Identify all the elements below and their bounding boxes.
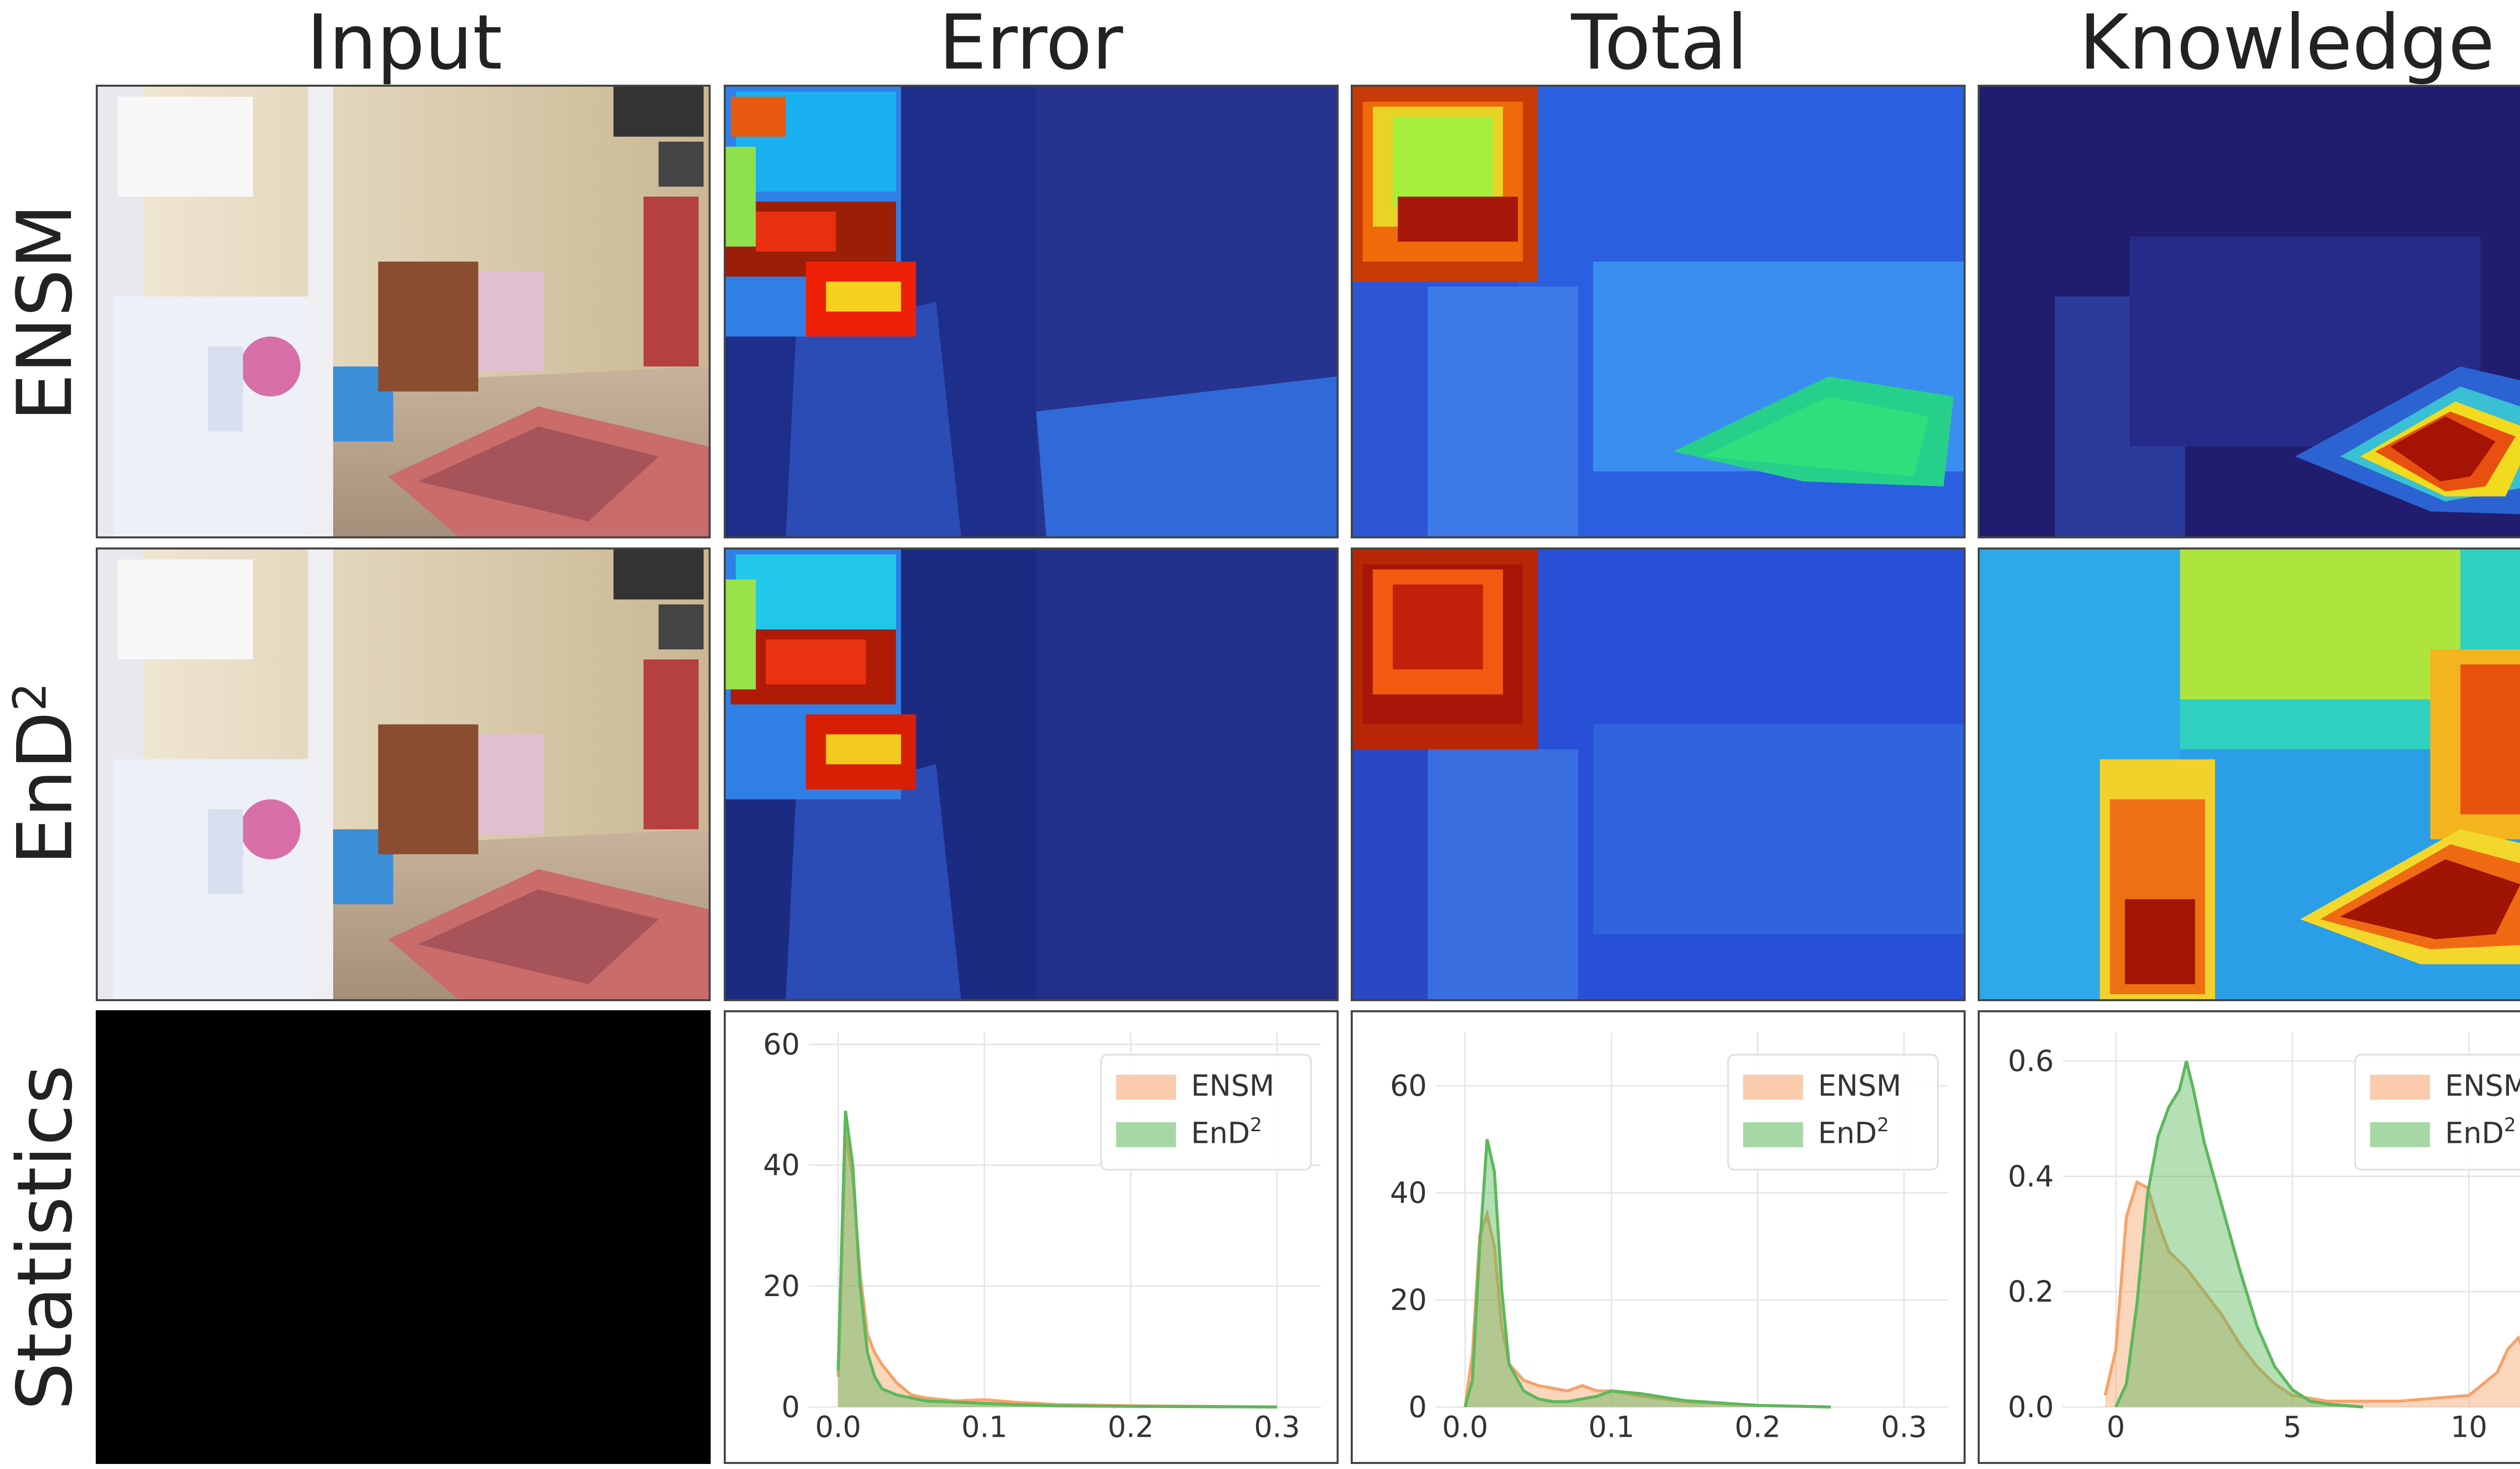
end2-input-image bbox=[96, 547, 711, 1001]
legend-superscript: 2 bbox=[1877, 1114, 1889, 1136]
x-tick-label: 5 bbox=[2283, 1410, 2302, 1444]
legend-label: ENSM bbox=[2445, 1069, 2520, 1103]
end2-error-map bbox=[724, 547, 1339, 1001]
series-line-1 bbox=[2114, 1061, 2363, 1409]
series-area-1 bbox=[1465, 1139, 1831, 1407]
x-tick-label: 0.1 bbox=[962, 1410, 1007, 1444]
row-title-end2: EnD2 bbox=[0, 547, 91, 1001]
legend-superscript: 2 bbox=[2504, 1114, 2516, 1136]
legend-swatch bbox=[1743, 1122, 1803, 1147]
series-line-1 bbox=[1464, 1139, 1831, 1409]
ensm-knowledge-map bbox=[1978, 85, 2520, 538]
y-tick-label: 0 bbox=[782, 1390, 800, 1424]
end2-knowledge-map bbox=[1978, 547, 2520, 1001]
ensm-input-image bbox=[96, 85, 711, 538]
y-tick-label: 0.4 bbox=[2008, 1159, 2054, 1193]
ensm-total-map bbox=[1351, 85, 1966, 538]
x-tick-label: 10 bbox=[2450, 1410, 2487, 1444]
column-title-total: Total bbox=[1571, 0, 1748, 87]
y-tick-label: 60 bbox=[1390, 1069, 1427, 1103]
column-title-input: Input bbox=[306, 0, 502, 87]
row-label-statistics: Statistics bbox=[2, 1065, 90, 1411]
legend-label: ENSM bbox=[1818, 1069, 1901, 1103]
x-tick-label: 0 bbox=[2107, 1410, 2125, 1444]
x-tick-label: 0.1 bbox=[1589, 1410, 1634, 1444]
legend-swatch bbox=[1116, 1122, 1176, 1147]
legend-superscript: 2 bbox=[1250, 1114, 1262, 1136]
x-tick-label: 0.3 bbox=[1254, 1410, 1300, 1444]
end2-total-map bbox=[1351, 547, 1966, 1001]
series-area-0 bbox=[838, 1135, 1277, 1407]
x-tick-label: 0.0 bbox=[1442, 1410, 1488, 1444]
row-label-superscript: 2 bbox=[4, 682, 56, 711]
y-tick-label: 20 bbox=[763, 1269, 800, 1303]
y-tick-label: 0.2 bbox=[2008, 1275, 2054, 1309]
series-area-1 bbox=[2116, 1061, 2363, 1407]
total-histogram-chart: 0.0 0.1 0.2 0.3 0 20 40 60 ENSM EnD2 bbox=[1351, 1010, 1966, 1464]
knowledge-histogram-chart: 0 5 10 0.0 0.2 0.4 0.6 ENSM EnD2 bbox=[1978, 1010, 2520, 1464]
y-tick-label: 40 bbox=[763, 1148, 800, 1182]
y-tick-label: 20 bbox=[1390, 1283, 1427, 1317]
legend-swatch bbox=[2370, 1122, 2430, 1147]
y-tick-label: 0.0 bbox=[2008, 1390, 2054, 1424]
row-title-statistics: Statistics bbox=[0, 1008, 91, 1467]
row-label-ensm: ENSM bbox=[2, 204, 89, 421]
legend-swatch bbox=[1743, 1074, 1803, 1100]
statistics-placeholder bbox=[96, 1010, 711, 1464]
series-area-0 bbox=[1465, 1214, 1831, 1407]
column-title-error: Error bbox=[938, 0, 1123, 87]
legend-swatch bbox=[2370, 1074, 2430, 1100]
y-tick-label: 0.6 bbox=[2008, 1045, 2054, 1078]
y-tick-label: 40 bbox=[1390, 1176, 1427, 1210]
column-title-knowledge: Knowledge bbox=[2079, 0, 2495, 87]
x-tick-label: 0.2 bbox=[1735, 1410, 1781, 1444]
row-label-end2: EnD2 bbox=[2, 682, 89, 866]
legend-swatch bbox=[1116, 1074, 1176, 1100]
series-line-0 bbox=[837, 1134, 1277, 1409]
legend-label: ENSM bbox=[1191, 1069, 1274, 1103]
x-tick-label: 0.0 bbox=[815, 1410, 861, 1444]
row-title-ensm: ENSM bbox=[0, 86, 91, 539]
ensm-error-map bbox=[724, 85, 1339, 538]
series-area-0 bbox=[2105, 1182, 2520, 1407]
y-tick-label: 0 bbox=[1409, 1390, 1427, 1424]
series-line-0 bbox=[1464, 1208, 1831, 1409]
x-tick-label: 0.3 bbox=[1881, 1410, 1927, 1444]
y-tick-label: 60 bbox=[763, 1027, 800, 1061]
error-histogram-chart: 0.0 0.1 0.2 0.3 0 20 40 60 ENSM EnD2 bbox=[724, 1010, 1339, 1464]
x-tick-label: 0.2 bbox=[1108, 1410, 1154, 1444]
